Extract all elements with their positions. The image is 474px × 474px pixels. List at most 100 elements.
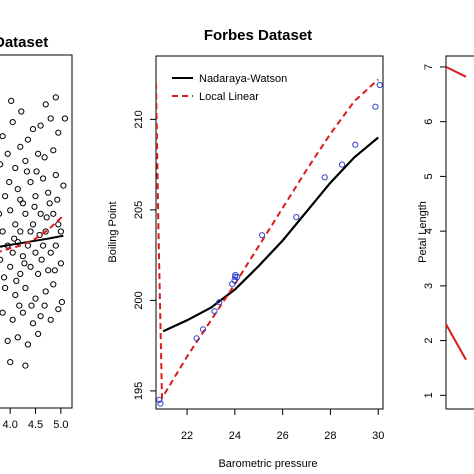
center-data-point <box>234 273 241 280</box>
left-scatter-point <box>42 101 49 108</box>
center-data-point <box>293 214 300 221</box>
left-scatter-point <box>17 143 24 150</box>
left-scatter-point <box>22 284 29 292</box>
left-scatter-point <box>22 157 29 164</box>
left-scatter-point <box>27 179 34 186</box>
left-scatter-point <box>55 221 62 228</box>
left-scatter-point <box>7 263 14 270</box>
left-scatter-point <box>4 150 11 157</box>
center-plot-frame <box>155 55 384 410</box>
left-scatter-point <box>52 242 59 249</box>
left-scatter-point <box>45 267 52 274</box>
left-scatter-point <box>0 256 4 263</box>
right-y-tick-label: 2 <box>423 338 435 344</box>
left-scatter-point <box>40 242 47 249</box>
left-scatter-point <box>2 193 9 200</box>
left-scatter-point <box>17 196 24 203</box>
left-ll-line <box>0 214 65 253</box>
center-data-point <box>321 174 328 181</box>
left-scatter-point <box>43 214 50 221</box>
left-scatter-point <box>0 309 6 316</box>
right-y-tick-label: 6 <box>423 119 435 125</box>
left-scatter-point <box>19 200 26 207</box>
left-scatter-point <box>55 129 62 136</box>
center-data-point <box>211 308 218 315</box>
left-scatter-point <box>4 337 11 344</box>
left-scatter-point <box>0 228 6 235</box>
center-data-point <box>232 271 239 279</box>
center-x-tick-label: 24 <box>229 430 241 442</box>
left-scatter-point <box>50 210 57 217</box>
left-scatter-point <box>36 231 43 239</box>
left-scatter-point <box>41 302 48 309</box>
center-y-tick-label: 195 <box>133 382 145 400</box>
left-plot-frame <box>0 54 73 409</box>
right-panel: 1 2 3 4 5 6 7 Petal Length <box>417 55 474 410</box>
center-x-tick-label: 30 <box>372 430 384 442</box>
legend-ll-label: Local Linear <box>199 91 259 103</box>
left-scatter-point <box>11 235 18 242</box>
left-scatter-point <box>27 228 34 235</box>
center-data-point <box>200 326 207 333</box>
left-scatter-point <box>47 115 54 122</box>
left-scatter-point <box>50 147 57 154</box>
left-scatter-point <box>41 154 48 161</box>
left-scatter-point <box>57 228 65 235</box>
center-y-tick-label: 205 <box>133 201 145 219</box>
left-scatter-point <box>31 203 38 210</box>
left-panel-title: Dataset <box>0 34 48 51</box>
left-scatter-point <box>8 97 15 105</box>
center-data-point <box>376 81 383 89</box>
left-panel: Dataset 4.0 4.5 5.0 <box>0 34 73 431</box>
left-scatter-point <box>50 281 57 288</box>
left-scatter-point <box>45 189 52 196</box>
left-scatter-point <box>35 270 42 277</box>
left-scatter-point <box>51 267 58 274</box>
left-scatter-point <box>32 193 39 200</box>
left-scatter-point <box>17 270 24 277</box>
left-scatter-point <box>9 316 16 323</box>
left-scatter-point <box>12 164 19 172</box>
left-scatter-point <box>9 249 16 256</box>
right-y-tick-label: 4 <box>423 228 435 234</box>
left-scatter-point <box>24 136 31 143</box>
center-ll-line <box>156 78 379 402</box>
right-y-tick-label: 1 <box>423 392 435 398</box>
center-data-point <box>157 400 164 407</box>
left-scatter-point <box>54 196 61 203</box>
center-plot-marks <box>156 78 383 407</box>
left-scatter-point <box>60 182 67 189</box>
right-ll-line-top <box>445 66 467 78</box>
center-panel-title: Forbes Dataset <box>204 27 312 44</box>
left-scatter-point <box>29 221 37 228</box>
left-scatter-point <box>57 260 65 267</box>
left-scatter-point <box>28 302 35 309</box>
center-data-point <box>216 299 223 306</box>
left-scatter-point <box>32 295 39 302</box>
left-x-tick-label: 4.5 <box>28 419 43 431</box>
center-x-axis-label: Barometric pressure <box>218 458 317 470</box>
center-data-point <box>193 335 200 342</box>
center-y-axis-label: Boiling Point <box>107 201 119 262</box>
left-scatter-point <box>16 302 23 309</box>
left-scatter-point <box>55 306 62 313</box>
right-y-tick-label: 5 <box>423 173 435 179</box>
center-x-axis: 22 24 26 28 30 <box>181 409 384 442</box>
left-scatter-point <box>38 256 45 263</box>
legend-nw-label: Nadaraya-Watson <box>199 73 287 85</box>
left-scatter-point <box>40 175 47 182</box>
left-scatter-point <box>24 341 31 348</box>
left-scatter-point <box>52 94 59 101</box>
center-legend: Nadaraya-Watson Local Linear <box>172 73 287 103</box>
left-scatter-point <box>37 313 44 320</box>
left-scatter-point <box>19 309 26 316</box>
left-scatter-point <box>47 316 54 323</box>
left-scatter-point <box>0 133 6 140</box>
center-y-tick-label: 200 <box>133 291 145 309</box>
left-scatter-point <box>33 168 40 175</box>
left-scatter-point <box>12 221 19 228</box>
left-scatter-point <box>7 359 14 366</box>
left-scatter-point <box>37 122 44 129</box>
left-scatter-point <box>0 161 4 168</box>
left-scatter-point <box>46 200 53 207</box>
